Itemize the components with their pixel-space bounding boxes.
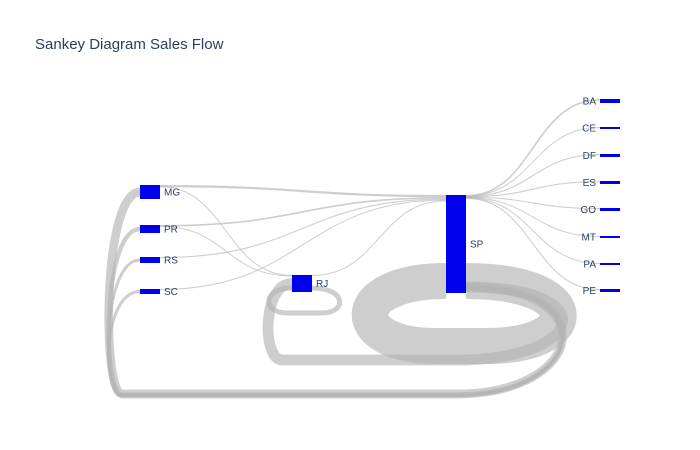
link-pr-rj[interactable]	[159, 225, 293, 277]
node-label-df: DF	[583, 151, 596, 162]
link-sp-go[interactable]	[465, 196, 601, 210]
link-rs-sp[interactable]	[159, 198, 447, 259]
links-layer	[104, 99, 601, 399]
link-sp-pa[interactable]	[465, 197, 601, 264]
node-sc[interactable]	[140, 289, 160, 294]
node-ce[interactable]	[600, 127, 620, 129]
node-label-es: ES	[583, 178, 597, 189]
node-label-go: GO	[580, 205, 596, 216]
node-pr[interactable]	[140, 225, 160, 233]
link-sp-df[interactable]	[465, 154, 601, 198]
node-label-pe: PE	[583, 286, 597, 297]
link-sp-ba[interactable]	[465, 99, 601, 197]
node-label-pa: PA	[583, 260, 596, 271]
link-pr-sp[interactable]	[159, 196, 447, 227]
node-label-sc: SC	[164, 287, 178, 298]
node-ba[interactable]	[600, 99, 620, 103]
node-label-pr: PR	[164, 225, 178, 236]
node-go[interactable]	[600, 208, 620, 211]
node-sp[interactable]	[446, 195, 466, 293]
link-sp-mt[interactable]	[465, 197, 601, 237]
chart-title: Sankey Diagram Sales Flow	[35, 36, 224, 53]
node-pe[interactable]	[600, 289, 620, 292]
link-sp-sp[interactable]	[351, 263, 577, 364]
node-rs[interactable]	[140, 257, 160, 263]
link-mg-rj[interactable]	[159, 186, 293, 276]
node-label-ce: CE	[582, 124, 596, 135]
node-es[interactable]	[600, 181, 620, 184]
node-label-mt: MT	[582, 233, 596, 244]
node-mt[interactable]	[600, 236, 620, 238]
nodes-layer: MG PR RS SC RJ SP BA CE DF ES GO MT PA PE	[140, 97, 620, 298]
node-label-rs: RS	[164, 256, 178, 267]
link-sp-pe[interactable]	[465, 197, 601, 291]
node-df[interactable]	[600, 154, 620, 157]
link-sp-ce[interactable]	[465, 127, 601, 197]
node-label-sp: SP	[470, 240, 484, 251]
link-rj-sp[interactable]	[311, 200, 447, 276]
node-rj[interactable]	[292, 275, 312, 292]
node-pa[interactable]	[600, 263, 620, 265]
link-mg-sp[interactable]	[159, 185, 447, 198]
node-label-rj: RJ	[316, 279, 328, 290]
link-sp-es[interactable]	[465, 181, 601, 198]
node-label-mg: MG	[164, 188, 180, 199]
node-mg[interactable]	[140, 185, 160, 199]
node-label-ba: BA	[583, 97, 597, 108]
link-rj-rj[interactable]	[266, 285, 342, 316]
link-sc-sp[interactable]	[159, 199, 447, 290]
